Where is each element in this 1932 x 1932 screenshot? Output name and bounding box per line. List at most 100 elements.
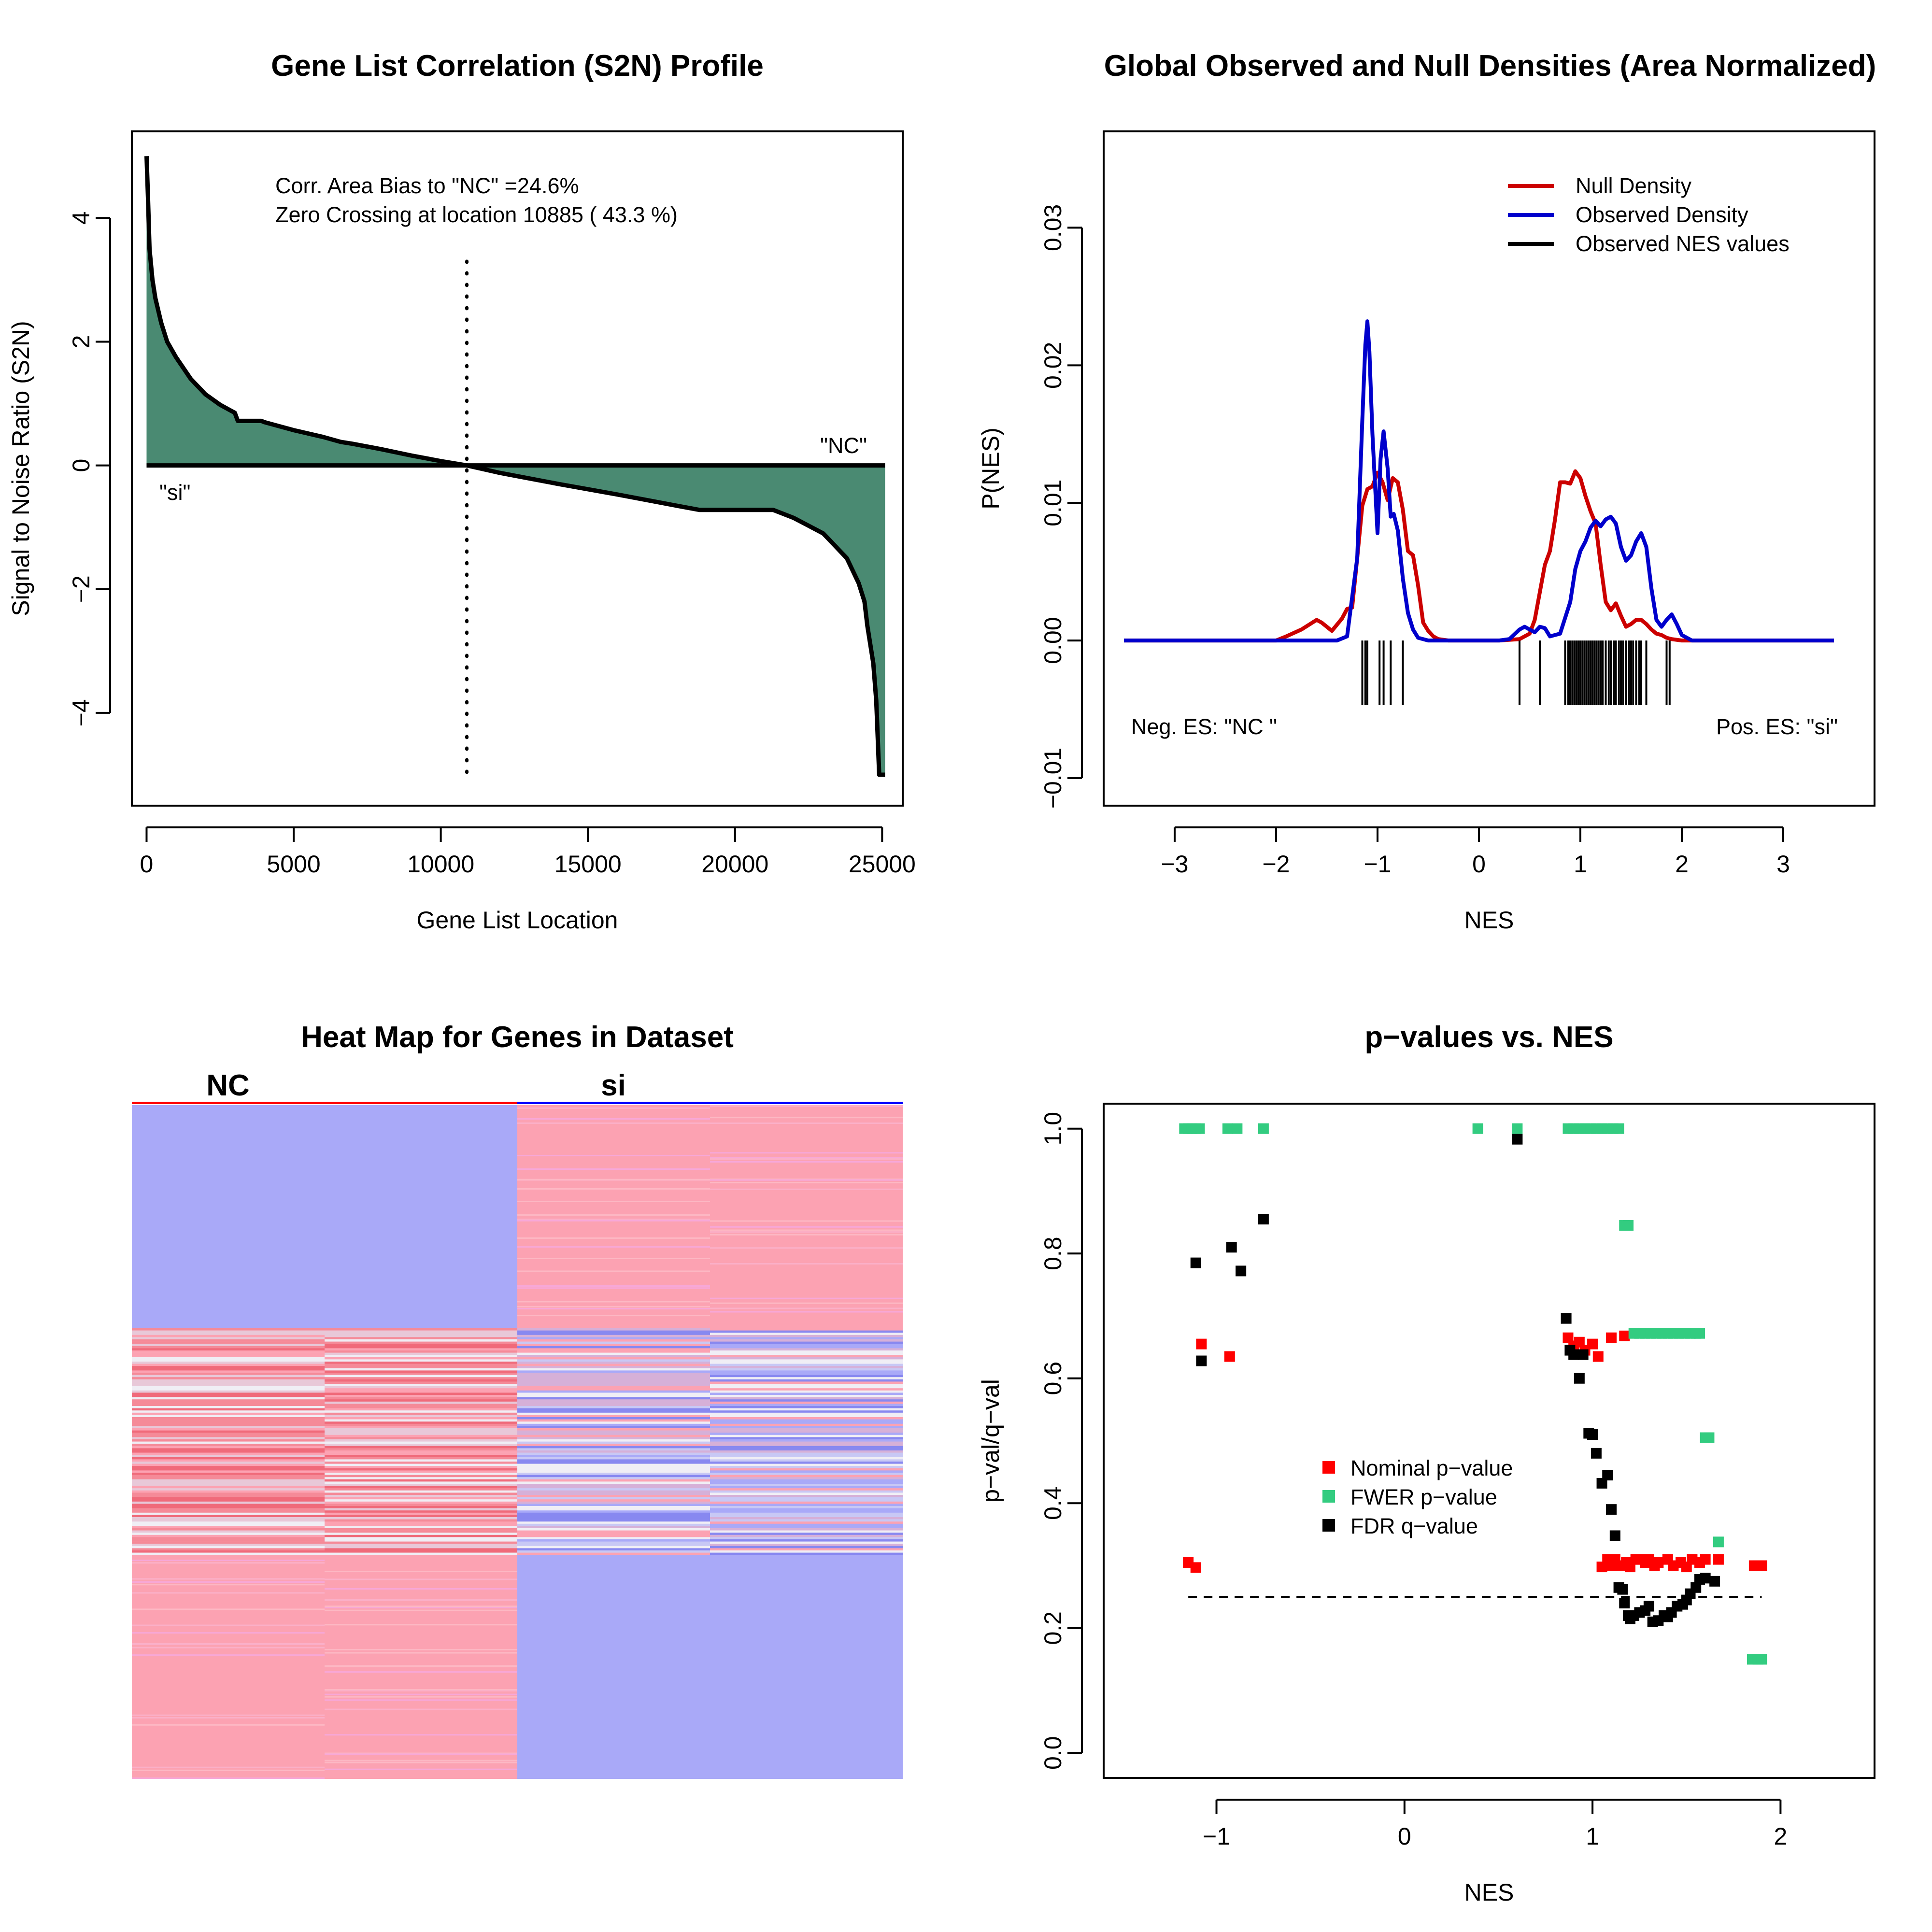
heatmap-stripe (710, 1307, 903, 1309)
heatmap-cell (517, 1433, 710, 1435)
heatmap-cell (132, 1433, 325, 1435)
heatmap-stripe (132, 1608, 325, 1610)
s2n-y-tick-label: −2 (68, 575, 95, 603)
heatmap-cell (325, 1479, 518, 1482)
s2n-area-bias-annotation: Corr. Area Bias to "NC" =24.6% (275, 173, 579, 198)
heatmap-cell (132, 1362, 325, 1364)
heatmap-cell (132, 1499, 325, 1502)
s2n-y-tick-label: 4 (68, 211, 95, 225)
heatmap-cell (132, 1368, 325, 1371)
heatmap-cell (325, 1462, 518, 1464)
fwer-point (1222, 1123, 1233, 1134)
heatmap-cell (325, 1470, 518, 1473)
heatmap-cell (517, 1408, 710, 1411)
heatmap-cell (132, 1446, 325, 1449)
heatmap-cell (325, 1481, 518, 1484)
heatmap-cell (132, 1550, 325, 1553)
fdr-point (1577, 1349, 1589, 1360)
heatmap-cell (710, 1435, 903, 1437)
fwer-point (1472, 1123, 1483, 1134)
heatmap-cell (517, 1421, 710, 1424)
heatmap-stripe (517, 1214, 710, 1216)
heatmap-stripe (517, 1200, 710, 1202)
heatmap-cell (325, 1423, 518, 1426)
heatmap-stripe (517, 1122, 710, 1124)
heatmap-cell (132, 1384, 325, 1386)
heatmap-cell (517, 1473, 710, 1475)
s2n-zero-crossing-annotation: Zero Crossing at location 10885 ( 43.3 %… (275, 202, 678, 227)
s2n-profile-panel: Gene List Correlation (S2N) Profile 0 500… (7, 49, 916, 934)
heatmap-cell (132, 1337, 325, 1340)
heatmap-cell (325, 1419, 518, 1422)
heatmap-cell (710, 1364, 903, 1366)
heatmap-cell (517, 1333, 710, 1335)
heatmap-stripe (517, 1219, 710, 1221)
heatmap-cell (517, 1452, 710, 1455)
heatmap-cell (710, 1408, 903, 1411)
s2n-plot-frame (131, 130, 904, 807)
heatmap-cell (325, 1534, 518, 1537)
heatmap-cell (325, 1515, 518, 1518)
heatmap-cell (710, 1477, 903, 1480)
heatmap-cell (710, 1473, 903, 1475)
heatmap-stripe (132, 1647, 325, 1648)
density-x-tick-label: −3 (1161, 851, 1188, 878)
heatmap-cell (517, 1486, 710, 1489)
heatmap-cell (325, 1495, 518, 1497)
heatmap-cell (710, 1384, 903, 1386)
heatmap-cell (710, 1392, 903, 1395)
heatmap-cell (325, 1348, 518, 1351)
heatmap-cell (710, 1512, 903, 1515)
heatmap-stripe (710, 1161, 903, 1163)
heatmap-cell (132, 1530, 325, 1533)
heatmap-cell (710, 1335, 903, 1337)
heatmap-cell (710, 1452, 903, 1455)
heatmap-stripe (132, 1581, 325, 1583)
heatmap-cell (517, 1341, 710, 1344)
heatmap-cell (710, 1401, 903, 1404)
fdr-point (1574, 1373, 1585, 1384)
heatmap-cell (325, 1437, 518, 1440)
heatmap-cell (325, 1370, 518, 1373)
pvalues-y-axis-label: p−val/q−val (977, 1379, 1004, 1503)
heatmap-cell (325, 1352, 518, 1355)
heatmap-stripe (132, 1654, 325, 1656)
heatmap-cell (517, 1466, 710, 1469)
heatmap-cell (517, 1479, 710, 1482)
heatmap-cell (132, 1366, 325, 1369)
fdr-point (1596, 1477, 1607, 1489)
heatmap-stripe (132, 1769, 325, 1771)
heatmap-cell (710, 1366, 903, 1369)
heatmap-cell (710, 1552, 903, 1555)
heatmap-cell (517, 1512, 710, 1515)
heatmap-stripe (325, 1671, 517, 1673)
heatmap-cell (132, 1410, 325, 1413)
pvalues-x-tick-label: 2 (1774, 1823, 1787, 1850)
pvalues-y-axis: 0.0 0.2 0.4 0.6 0.8 1.0 (1039, 1112, 1083, 1770)
heatmap-cell (132, 1517, 325, 1520)
heatmap-cell (517, 1328, 710, 1331)
heatmap-cell (325, 1388, 518, 1391)
fdr-point (1690, 1582, 1702, 1593)
heatmap-cell (710, 1541, 903, 1544)
heatmap-cell (325, 1528, 518, 1531)
heatmap-cell (132, 1552, 325, 1555)
heatmap-stripe (710, 1311, 903, 1313)
heatmap-cell (710, 1373, 903, 1375)
heatmap-cell (132, 1426, 325, 1429)
fdr-point (1617, 1584, 1628, 1595)
heatmap-cell (132, 1484, 325, 1486)
heatmap-cell (325, 1330, 518, 1333)
heatmap-stripe (710, 1229, 903, 1231)
heatmap-cell (325, 1355, 518, 1358)
legend-nominal-swatch (1322, 1461, 1335, 1474)
heatmap-cell (132, 1508, 325, 1511)
heatmap-stripe (710, 1117, 903, 1119)
heatmap-cell (132, 1328, 325, 1331)
heatmap-cell (132, 1495, 325, 1497)
heatmap-stripe (710, 1105, 903, 1107)
pvalues-x-tick-label: 0 (1398, 1823, 1411, 1850)
heatmap-cell (710, 1423, 903, 1426)
heatmap-stripe (132, 1632, 325, 1634)
heatmap-cell (325, 1490, 518, 1493)
